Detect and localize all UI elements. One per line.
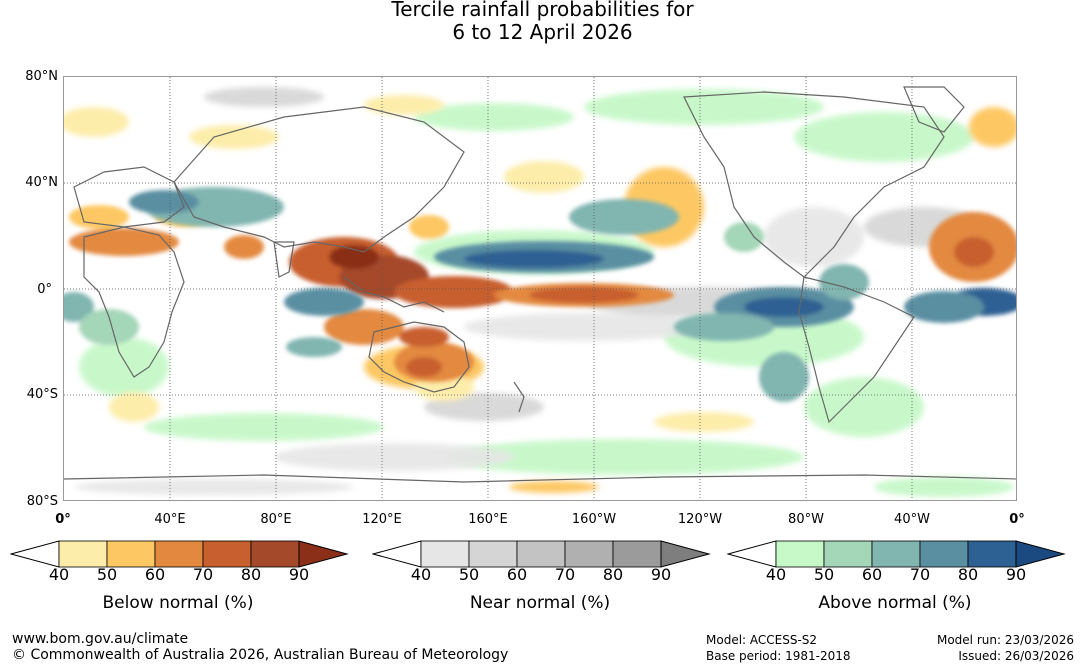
near-normal-colorbar <box>372 540 711 568</box>
lat-label-0: 0° <box>37 282 52 297</box>
near-normal-swatch-90 <box>660 540 711 568</box>
lon-label-120e: 120°E <box>362 512 402 527</box>
below-tick-70: 70 <box>192 565 214 584</box>
below-normal-swatch-60 <box>154 540 204 568</box>
near-normal-swatch-60 <box>516 540 566 568</box>
website-link[interactable]: www.bom.gov.au/climate <box>12 631 189 647</box>
near-tick-60: 60 <box>506 565 528 584</box>
title-line-1: Tercile rainfall probabilities for <box>391 0 694 21</box>
rainfall-probability-map <box>63 76 1017 501</box>
above-tick-90: 90 <box>1005 565 1027 584</box>
lon-label-40e: 40°E <box>154 512 186 527</box>
base-period: Base period: 1981-2018 <box>706 649 851 663</box>
below-tick-40: 40 <box>48 565 70 584</box>
lon-label-40w: 40°W <box>894 512 930 527</box>
graticule <box>64 77 1016 500</box>
near-tick-90: 90 <box>650 565 672 584</box>
lon-label-0-right: 0° <box>1009 512 1025 527</box>
above-tick-80: 80 <box>957 565 979 584</box>
below-tick-50: 50 <box>96 565 118 584</box>
below-normal-swatch-70 <box>202 540 252 568</box>
below-tick-80: 80 <box>240 565 262 584</box>
above-tick-40: 40 <box>765 565 787 584</box>
lon-label-160e: 160°E <box>468 512 508 527</box>
near-normal-swatch-50 <box>468 540 518 568</box>
map-title: Tercile rainfall probabilities for 6 to … <box>0 0 1085 44</box>
near-normal-swatch-70 <box>564 540 614 568</box>
above-normal-swatch-60 <box>871 540 921 568</box>
above-normal-swatch-90 <box>1015 540 1066 568</box>
above-tick-70: 70 <box>909 565 931 584</box>
coastlines <box>64 86 1016 483</box>
below-normal-swatch-50 <box>106 540 156 568</box>
copyright-text: © Commonwealth of Australia 2026, Austra… <box>12 647 509 663</box>
lon-label-0-left: 0° <box>55 512 71 527</box>
lon-label-120w: 120°W <box>677 512 723 527</box>
lon-label-80e: 80°E <box>260 512 292 527</box>
lat-label-80s: 80°S <box>26 494 58 509</box>
above-normal-swatch-40 <box>775 540 825 568</box>
above-normal-colorbar <box>727 540 1066 568</box>
lon-label-80w: 80°W <box>788 512 824 527</box>
near-tick-50: 50 <box>458 565 480 584</box>
above-tick-50: 50 <box>813 565 835 584</box>
lon-label-160w: 160°W <box>571 512 617 527</box>
title-line-2: 6 to 12 April 2026 <box>452 20 633 44</box>
lat-label-40n: 40°N <box>25 175 58 190</box>
near-normal-title: Near normal (%) <box>469 593 611 613</box>
below-tick-60: 60 <box>144 565 166 584</box>
above-tick-60: 60 <box>861 565 883 584</box>
above-normal-swatch-70 <box>919 540 969 568</box>
below-normal-swatch-80 <box>250 540 300 568</box>
above-normal-swatch-80 <box>967 540 1017 568</box>
below-tick-90: 90 <box>288 565 310 584</box>
above-normal-swatch-50 <box>823 540 873 568</box>
near-tick-80: 80 <box>602 565 624 584</box>
near-tick-70: 70 <box>554 565 576 584</box>
lat-label-80n: 80°N <box>25 69 58 84</box>
issued-date: Issued: 26/03/2026 <box>958 649 1074 663</box>
lat-label-40s: 40°S <box>26 387 58 402</box>
model-run-date: Model run: 23/03/2026 <box>936 633 1074 647</box>
model-name: Model: ACCESS-S2 <box>706 633 818 647</box>
map-canvas <box>64 77 1016 500</box>
near-tick-40: 40 <box>410 565 432 584</box>
near-normal-swatch-40 <box>420 540 470 568</box>
below-normal-title: Below normal (%) <box>102 593 254 613</box>
below-normal-colorbar <box>10 540 349 568</box>
near-normal-swatch-80 <box>612 540 662 568</box>
below-normal-swatch-40 <box>58 540 108 568</box>
probability-field <box>64 87 1016 497</box>
above-normal-title: Above normal (%) <box>818 593 972 613</box>
below-normal-swatch-90 <box>298 540 349 568</box>
